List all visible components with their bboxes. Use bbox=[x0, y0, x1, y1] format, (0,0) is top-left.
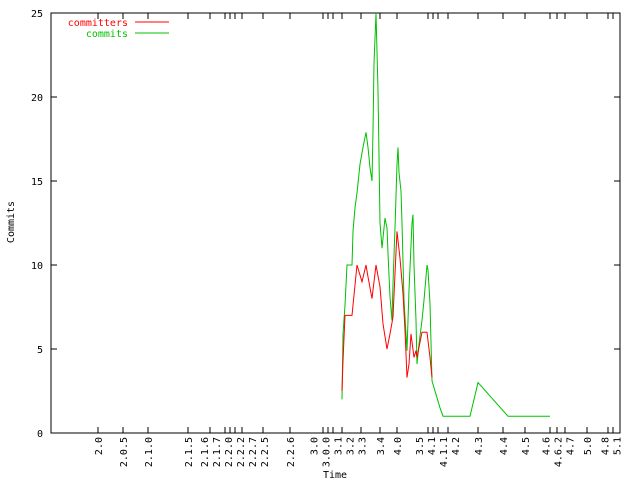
x-tick-label: 3.2 bbox=[345, 437, 356, 455]
y-tick-label: 25 bbox=[31, 9, 43, 20]
y-axis: 0 5 10 15 20 25 bbox=[31, 9, 620, 440]
x-tick-label: 2.1.5 bbox=[184, 437, 195, 467]
x-axis: 2.0 2.0.5 2.1.0 2.1.5 2.1.6 2.1.7 2.2.0 2.2.2 2.… bbox=[94, 13, 624, 467]
plot-border bbox=[50, 12, 621, 434]
x-tick-label: 2.2.0 bbox=[224, 437, 235, 467]
x-tick-label: 2.2.5 bbox=[260, 437, 271, 467]
x-tick-label: 2.1.6 bbox=[200, 437, 211, 467]
x-tick-label: 2.0 bbox=[94, 437, 105, 455]
y-tick-label: 20 bbox=[31, 93, 43, 104]
y-axis-label: Commits bbox=[6, 201, 17, 243]
x-tick-label: 4.0 bbox=[393, 437, 404, 455]
x-tick-label: 4.1 bbox=[427, 437, 438, 455]
series-lines bbox=[341, 12, 550, 417]
x-tick-label: 4.3 bbox=[474, 437, 485, 455]
x-tick-label: 4.7 bbox=[565, 437, 576, 455]
x-tick-label: 2.2.7 bbox=[248, 437, 259, 467]
series-line-committers bbox=[341, 231, 433, 392]
x-tick-label: 2.2.2 bbox=[236, 437, 247, 467]
x-tick-label: 4.1.1 bbox=[439, 437, 450, 467]
y-tick-label: 10 bbox=[31, 261, 43, 272]
x-tick-label: 3.0.0 bbox=[321, 437, 332, 467]
y-tick-label: 0 bbox=[37, 429, 43, 440]
x-tick-label: 4.8 bbox=[601, 437, 612, 455]
x-tick-label: 2.0.5 bbox=[119, 437, 130, 467]
x-tick-label: 2.1.7 bbox=[212, 437, 223, 467]
x-tick-label: 3.5 bbox=[415, 437, 426, 455]
legend-label-commits: commits bbox=[86, 29, 128, 40]
y-tick-label: 5 bbox=[37, 345, 43, 356]
legend: committers commits bbox=[68, 18, 169, 40]
y-tick-label: 15 bbox=[31, 177, 43, 188]
series-line-commits bbox=[341, 12, 550, 417]
legend-label-committers: committers bbox=[68, 18, 128, 29]
x-tick-label: 5.1 bbox=[613, 437, 624, 455]
x-tick-label: 4.2 bbox=[451, 437, 462, 455]
x-tick-label: 3.3 bbox=[357, 437, 368, 455]
x-axis-label: Time bbox=[323, 470, 347, 480]
x-tick-label: 2.2.6 bbox=[286, 437, 297, 467]
x-tick-label: 4.6.2 bbox=[553, 437, 564, 467]
x-tick-label: 5.0 bbox=[583, 437, 594, 455]
x-tick-label: 4.5 bbox=[521, 437, 532, 455]
x-tick-label: 3.0 bbox=[309, 437, 320, 455]
x-tick-label: 2.1.0 bbox=[144, 437, 155, 467]
x-tick-label: 3.4 bbox=[376, 437, 387, 455]
x-tick-label: 4.6 bbox=[541, 437, 552, 455]
x-tick-label: 3.1 bbox=[333, 437, 344, 455]
x-tick-label: 4.4 bbox=[499, 437, 510, 455]
